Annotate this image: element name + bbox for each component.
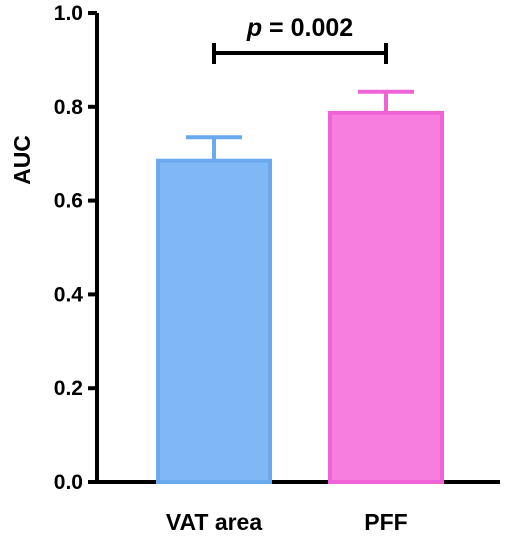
y-tick-label: 0.0 bbox=[54, 471, 83, 494]
p-value-label: p = 0.002 bbox=[246, 14, 353, 42]
category-label-vat-area: VAT area bbox=[166, 509, 263, 535]
bars bbox=[156, 89, 444, 485]
y-tick-label: 1.0 bbox=[54, 2, 83, 25]
bar-1 bbox=[156, 158, 272, 485]
y-axis-title: AUC bbox=[9, 135, 35, 185]
y-tick-label: 0.6 bbox=[54, 190, 83, 213]
bar-2 bbox=[328, 110, 444, 484]
y-tick-label: 0.2 bbox=[54, 377, 83, 400]
category-label-pff: PFF bbox=[364, 509, 407, 535]
y-tick-label: 0.8 bbox=[54, 96, 84, 119]
significance-bracket: p = 0.002 bbox=[212, 14, 388, 64]
y-tick-label: 0.4 bbox=[54, 283, 84, 306]
